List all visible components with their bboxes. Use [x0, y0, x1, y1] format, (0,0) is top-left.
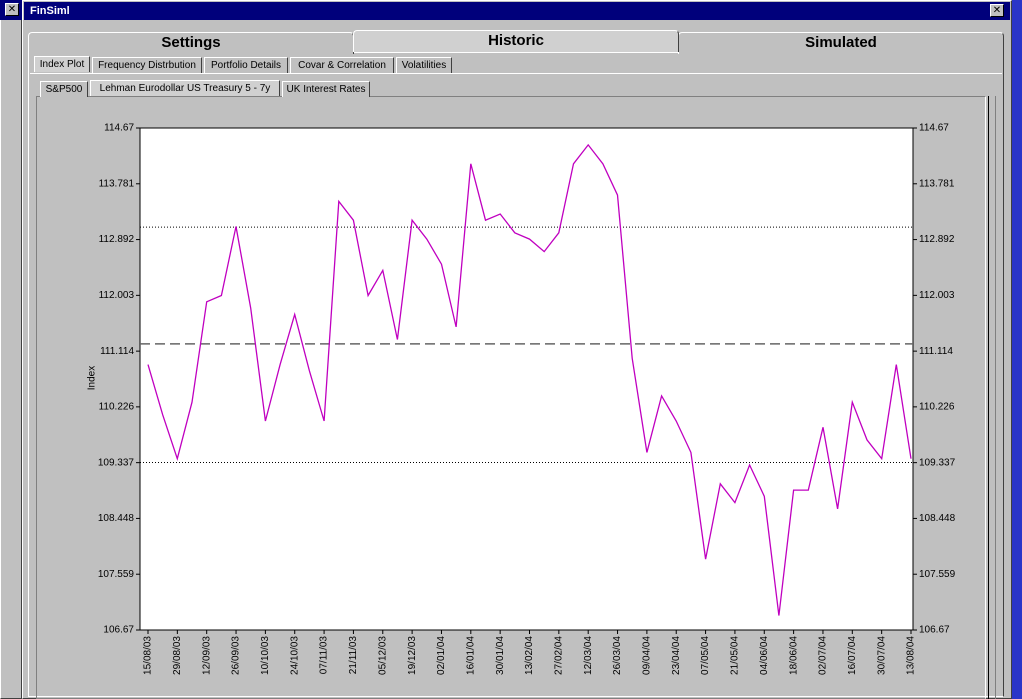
x-tick-label: 24/10/03 [289, 636, 300, 675]
sub-tab[interactable]: Portfolio Details [204, 57, 288, 73]
x-tick-label: 10/10/03 [260, 636, 271, 675]
y2-tick-label: 106.67 [919, 625, 950, 636]
top-tab[interactable]: Simulated [678, 32, 1004, 54]
series-line [147, 143, 912, 616]
x-tick-label: 13/08/04 [906, 636, 917, 675]
x-tick-label: 21/11/03 [348, 636, 359, 675]
x-tick-label: 12/09/03 [201, 636, 212, 675]
y-tick-label: 108.448 [98, 513, 135, 524]
y-tick-label: 114.67 [104, 123, 134, 134]
window-title: FinSiml [30, 5, 70, 17]
y-tick-label: 111.114 [100, 346, 134, 357]
series-tab[interactable]: UK Interest Rates [282, 81, 370, 97]
top-tab[interactable]: Settings [28, 32, 354, 54]
y-tick-label: 106.67 [103, 625, 134, 636]
y2-tick-label: 107.559 [919, 569, 956, 580]
x-tick-label: 16/01/04 [465, 636, 476, 675]
x-tick-label: 30/01/04 [495, 636, 506, 675]
y-axis-label: Index [87, 366, 98, 390]
x-tick-label: 05/12/03 [377, 636, 388, 675]
close-button[interactable]: ✕ [5, 3, 19, 16]
y-tick-label: 113.781 [99, 178, 135, 189]
x-tick-label: 16/07/04 [847, 636, 858, 675]
x-tick-label: 23/04/04 [671, 636, 682, 675]
series-tab[interactable]: S&P500 [40, 81, 88, 97]
panel-edge [988, 96, 996, 699]
sub-tab[interactable]: Frequency Distrbution [92, 57, 202, 73]
y2-tick-label: 110.226 [919, 402, 955, 413]
y2-tick-label: 112.003 [919, 290, 955, 301]
y-tick-label: 107.559 [98, 569, 135, 580]
x-tick-label: 26/09/03 [231, 636, 242, 675]
sub-tab[interactable]: Index Plot [34, 56, 90, 72]
y-tick-label: 112.892 [99, 234, 135, 245]
x-tick-label: 26/03/04 [612, 636, 623, 675]
x-tick-label: 30/07/04 [876, 636, 887, 675]
y-tick-label: 110.226 [99, 402, 135, 413]
x-tick-label: 04/06/04 [759, 636, 770, 675]
y2-tick-label: 114.67 [919, 123, 949, 134]
y2-tick-label: 113.781 [919, 178, 955, 189]
y2-tick-label: 112.892 [919, 234, 955, 245]
x-tick-label: 19/12/03 [407, 636, 418, 675]
x-tick-label: 29/08/03 [172, 636, 183, 675]
x-tick-label: 12/03/04 [583, 636, 594, 675]
x-tick-label: 07/05/04 [700, 636, 711, 675]
sub-tab[interactable]: Covar & Correlation [290, 57, 394, 73]
sub-tab-line [30, 73, 1002, 74]
y2-tick-label: 111.114 [919, 346, 953, 357]
y2-tick-label: 109.337 [919, 457, 956, 468]
x-tick-label: 21/05/04 [730, 636, 741, 675]
series-tab[interactable]: Lehman Eurodollar US Treasury 5 - 7y [90, 80, 280, 96]
plot-area [139, 127, 914, 631]
tab-panel [28, 52, 1004, 697]
x-tick-label: 09/04/04 [642, 636, 653, 675]
x-tick-label: 02/01/04 [436, 636, 447, 675]
x-tick-label: 18/06/04 [788, 636, 799, 675]
x-tick-label: 07/11/03 [319, 636, 330, 675]
x-tick-label: 02/07/04 [818, 636, 829, 675]
x-tick-label: 27/02/04 [553, 636, 564, 675]
titlebar: FinSiml [24, 2, 1010, 20]
y2-tick-label: 108.448 [919, 513, 956, 524]
y-tick-label: 112.003 [99, 290, 135, 301]
y-tick-label: 109.337 [98, 457, 135, 468]
close-button[interactable]: ✕ [990, 4, 1004, 17]
x-tick-label: 15/08/03 [143, 636, 154, 675]
x-tick-label: 13/02/04 [524, 636, 535, 675]
sub-tab[interactable]: Volatilities [396, 57, 452, 73]
top-tab[interactable]: Historic [353, 30, 679, 52]
